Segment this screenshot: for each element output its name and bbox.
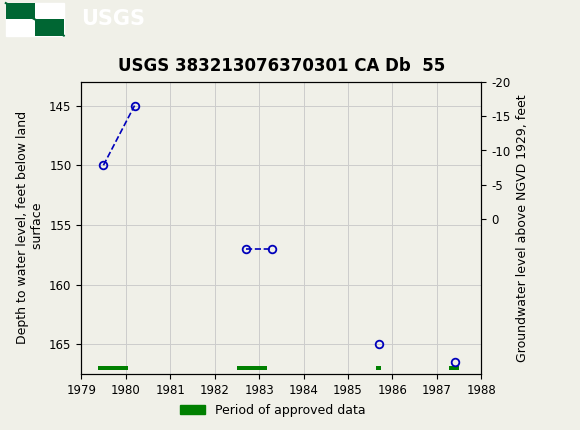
Bar: [449, 366, 459, 370]
Legend: Period of approved data: Period of approved data: [175, 399, 371, 421]
Bar: [98, 366, 128, 370]
Bar: [237, 366, 267, 370]
Bar: [35, 19, 64, 36]
Text: USGS: USGS: [81, 9, 145, 28]
Y-axis label: Groundwater level above NGVD 1929, feet: Groundwater level above NGVD 1929, feet: [516, 94, 529, 362]
Bar: [6, 3, 35, 19]
Title: USGS 383213076370301 CA Db  55: USGS 383213076370301 CA Db 55: [118, 57, 445, 74]
Bar: [35, 3, 64, 19]
Y-axis label: Depth to water level, feet below land
 surface: Depth to water level, feet below land su…: [16, 111, 44, 344]
Bar: [6, 19, 35, 36]
Bar: [376, 366, 381, 370]
